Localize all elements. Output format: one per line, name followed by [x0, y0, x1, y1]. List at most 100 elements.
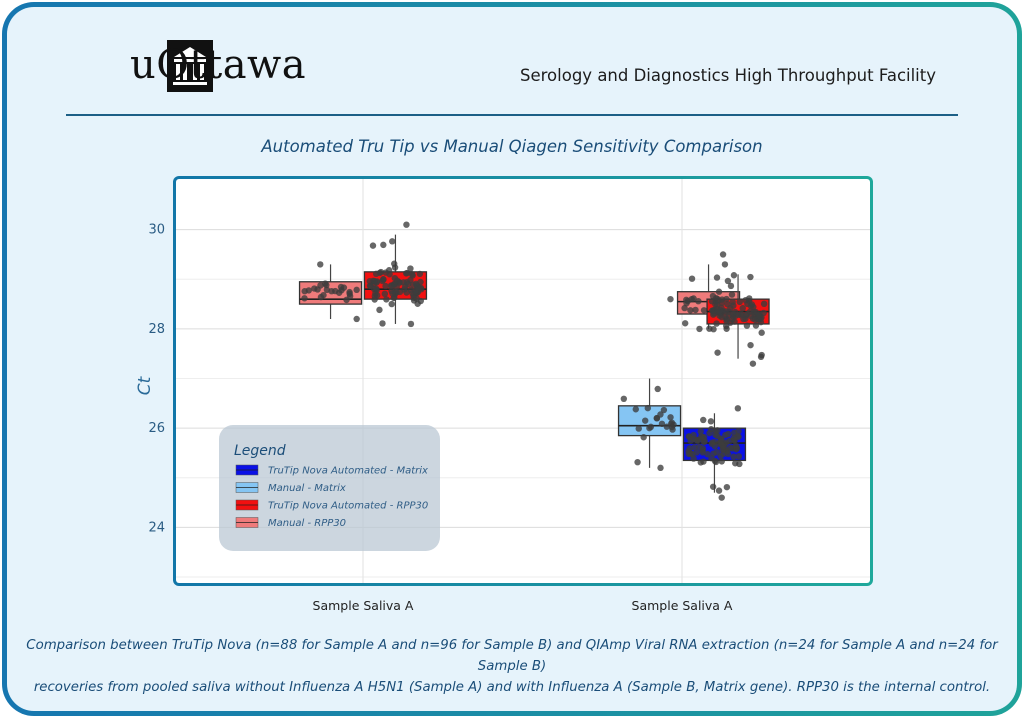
data-point	[642, 417, 649, 424]
data-point	[715, 288, 723, 295]
data-point	[647, 423, 655, 431]
data-point	[710, 326, 717, 333]
data-point	[721, 261, 729, 268]
data-point	[388, 300, 395, 308]
data-point	[372, 270, 380, 278]
data-point	[688, 275, 696, 282]
data-point	[707, 418, 715, 425]
data-point	[723, 322, 730, 330]
caption-line-1: Comparison between TruTip Nova (n=88 for…	[26, 638, 998, 674]
data-point	[747, 341, 754, 349]
data-point	[723, 317, 730, 325]
data-point	[620, 395, 628, 403]
data-point	[380, 241, 387, 249]
data-point	[668, 419, 676, 426]
data-point	[743, 322, 751, 329]
data-point	[718, 458, 725, 465]
data-point	[692, 306, 699, 314]
legend-box	[219, 425, 440, 551]
data-point	[328, 288, 335, 295]
data-point	[697, 428, 704, 435]
data-point	[700, 434, 708, 441]
data-point	[695, 297, 702, 305]
data-point	[635, 425, 642, 432]
data-point	[317, 293, 325, 301]
data-point	[413, 295, 420, 302]
data-point	[654, 385, 661, 393]
data-point	[713, 274, 721, 281]
data-point	[760, 300, 768, 308]
data-point	[725, 312, 732, 319]
data-point	[337, 283, 345, 291]
legend-item-label: Manual - Matrix	[268, 483, 346, 494]
data-point	[709, 483, 717, 490]
data-point	[369, 242, 377, 249]
chart-title: Automated Tru Tip vs Manual Qiagen Sensi…	[261, 137, 763, 156]
data-point	[407, 265, 414, 272]
data-point	[660, 406, 668, 414]
figure-caption: Comparison between TruTip Nova (n=88 for…	[20, 635, 1004, 698]
uottawa-logo	[167, 40, 213, 92]
y-axis-label: Ct	[135, 375, 155, 395]
data-point	[733, 444, 741, 452]
data-point	[401, 286, 408, 293]
data-point	[373, 286, 380, 294]
data-point	[412, 280, 420, 287]
data-point	[317, 261, 324, 268]
data-point	[724, 277, 732, 285]
data-point	[736, 298, 743, 306]
data-point	[724, 450, 732, 458]
x-tick-label: Sample Saliva A	[313, 598, 414, 613]
caption-line-2: recoveries from pooled saliva without In…	[33, 680, 991, 695]
data-point	[729, 316, 736, 323]
data-point	[403, 221, 410, 228]
data-point	[644, 404, 652, 412]
data-point	[747, 302, 755, 310]
data-point	[691, 444, 698, 451]
x-tick-label: Sample Saliva A	[632, 598, 733, 613]
data-point	[658, 420, 666, 428]
data-point	[723, 295, 730, 303]
y-tick-label: 24	[148, 520, 165, 535]
data-point	[376, 306, 383, 314]
data-point	[752, 322, 760, 329]
data-point	[690, 295, 697, 302]
data-point	[758, 329, 765, 336]
data-point	[740, 315, 747, 323]
data-point	[371, 292, 379, 300]
data-point	[727, 282, 735, 290]
data-point	[380, 276, 387, 283]
data-point	[403, 269, 411, 277]
data-point	[734, 405, 742, 412]
data-point	[681, 304, 688, 312]
data-point	[700, 416, 707, 424]
data-point	[711, 443, 719, 450]
data-point	[391, 264, 399, 271]
data-point	[346, 288, 353, 296]
facility-name: Serology and Diagnostics High Throughput…	[520, 66, 936, 85]
data-point	[689, 451, 696, 458]
data-point	[367, 282, 374, 290]
y-tick-label: 26	[148, 421, 165, 436]
data-point	[394, 277, 401, 284]
data-point	[416, 270, 424, 278]
data-point	[408, 271, 416, 278]
data-point	[713, 320, 720, 327]
header-divider	[66, 114, 958, 116]
data-point	[717, 452, 724, 460]
data-point	[730, 434, 738, 442]
data-point	[718, 494, 725, 501]
data-point	[353, 315, 360, 323]
data-point	[709, 292, 717, 300]
data-point	[667, 414, 674, 421]
data-point	[742, 296, 749, 304]
data-point	[681, 320, 689, 327]
data-point	[389, 290, 396, 297]
data-point	[382, 269, 390, 276]
data-point	[727, 305, 734, 312]
data-point	[736, 460, 743, 468]
data-point	[730, 272, 738, 279]
data-point	[697, 459, 704, 466]
data-point	[714, 427, 721, 434]
data-point	[667, 295, 674, 303]
